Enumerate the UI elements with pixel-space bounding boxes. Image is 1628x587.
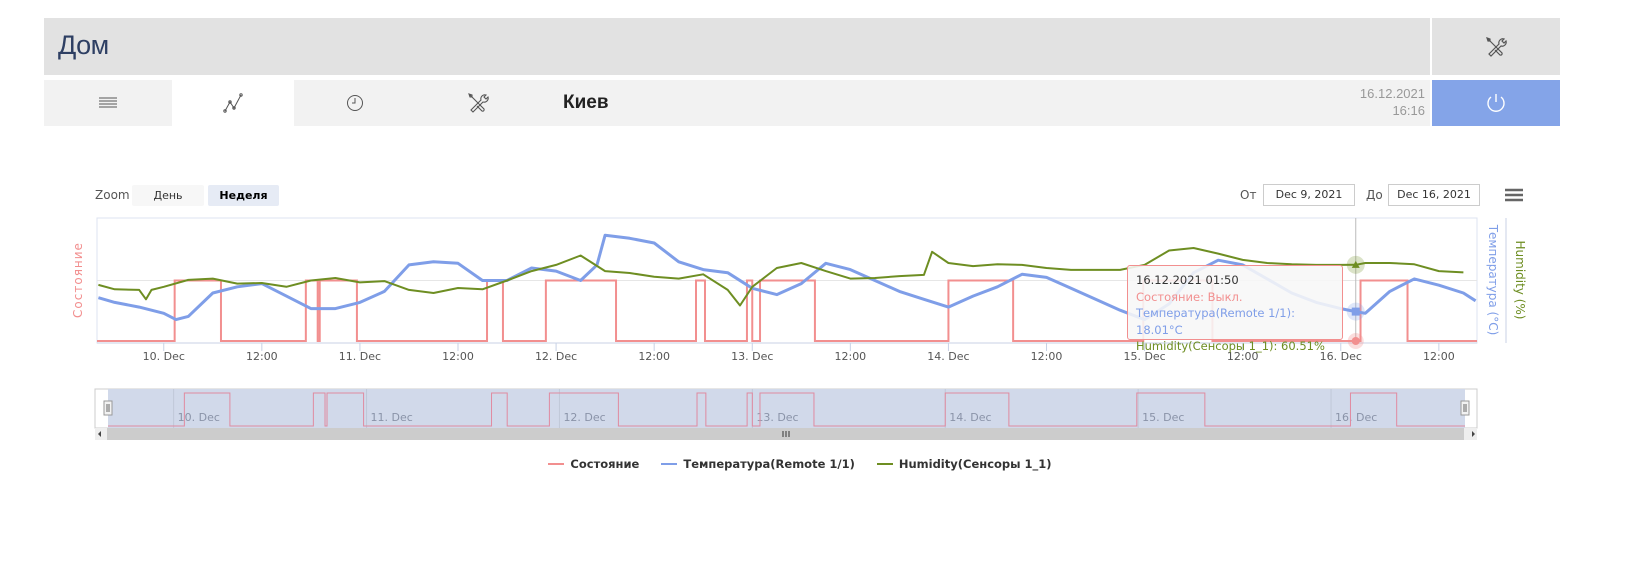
list-icon xyxy=(99,97,117,108)
legend-label: Состояние xyxy=(570,457,640,471)
hamburger-icon xyxy=(1505,188,1523,202)
clock-icon xyxy=(347,95,363,111)
tooltip-time: 16.12.2021 01:50 xyxy=(1136,273,1239,287)
to-label: До xyxy=(1366,188,1383,202)
grip-icon xyxy=(106,404,110,412)
tab-settings[interactable] xyxy=(416,80,540,126)
legend-label: Температура(Remote 1/1) xyxy=(683,457,855,471)
navigator-tick-label: 14. Dec xyxy=(949,411,991,424)
navigator-tick-label: 16. Dec xyxy=(1335,411,1377,424)
tooltip-state: Состояние: Выкл. xyxy=(1136,289,1243,304)
scroll-right-icon[interactable] xyxy=(1472,431,1475,437)
temperature-axis-title: Температура (°C) xyxy=(1486,224,1500,336)
navigator-tick-label: 12. Dec xyxy=(563,411,605,424)
x-tick-label: 12:00 xyxy=(1423,350,1455,363)
legend-item-temperature[interactable]: Температура(Remote 1/1) xyxy=(661,457,855,471)
page-title: Дом xyxy=(58,30,109,60)
x-tick-label: 16. Dec xyxy=(1320,350,1362,363)
power-icon xyxy=(1487,94,1505,112)
x-tick-label: 15. Dec xyxy=(1123,350,1165,363)
x-tick-label: 12:00 xyxy=(442,350,474,363)
power-button[interactable] xyxy=(1432,80,1560,126)
navigator-state-line xyxy=(108,392,1465,427)
grip-icon xyxy=(1463,404,1467,412)
state-marker xyxy=(1351,337,1360,345)
x-tick-label: 12:00 xyxy=(1031,350,1063,363)
humidity-marker xyxy=(1351,260,1360,268)
tooltip-temperature: Температура(Remote 1/1): 18.01°C xyxy=(1136,306,1295,337)
navigator-selected-range xyxy=(108,389,1465,428)
x-tick-label: 14. Dec xyxy=(927,350,969,363)
tooltip-humidity: Humidity(Сенсоры 1_1): 60.51% xyxy=(1136,339,1325,353)
header-bar: Дом xyxy=(44,18,1430,75)
chart-legend: Состояние Температура(Remote 1/1) Humidi… xyxy=(0,457,1600,471)
state-axis-title: Состояние xyxy=(71,242,85,318)
x-tick-label: 12:00 xyxy=(246,350,278,363)
scroll-left-icon[interactable] xyxy=(98,431,101,437)
nav-bar: Киев 16.12.2021 16:16 xyxy=(44,80,1430,126)
from-label: От xyxy=(1240,188,1257,202)
legend-item-state[interactable]: Состояние xyxy=(548,457,639,471)
current-time: 16:16 xyxy=(1392,103,1425,118)
navigator-handle-left[interactable] xyxy=(103,400,113,416)
tab-schedule[interactable] xyxy=(294,80,416,126)
humidity-axis-title: Humidity (%) xyxy=(1513,241,1527,320)
from-date-input[interactable] xyxy=(1263,184,1355,206)
chart-menu-button[interactable] xyxy=(1505,187,1523,206)
legend-swatch xyxy=(876,463,893,465)
tab-list[interactable] xyxy=(44,80,172,126)
navigator-handle-right[interactable] xyxy=(1460,400,1470,416)
x-tick-label: 12:00 xyxy=(638,350,670,363)
x-tick-label: 12:00 xyxy=(1227,350,1259,363)
navigator-tick-label: 13. Dec xyxy=(756,411,798,424)
navigator-tick-label: 11. Dec xyxy=(371,411,413,424)
navigator-tick-label: 10. Dec xyxy=(178,411,220,424)
city-label: Киев xyxy=(563,92,609,113)
x-tick-label: 11. Dec xyxy=(339,350,381,363)
legend-swatch xyxy=(548,463,565,465)
tab-chart[interactable] xyxy=(172,80,294,126)
legend-label: Humidity(Сенсоры 1_1) xyxy=(898,457,1052,471)
tools-icon xyxy=(1486,36,1507,57)
grip-icon xyxy=(782,431,790,437)
x-tick-label: 12:00 xyxy=(834,350,866,363)
datetime: 16.12.2021 16:16 xyxy=(1360,85,1425,119)
navigator-tick-label: 15. Dec xyxy=(1142,411,1184,424)
current-date: 16.12.2021 xyxy=(1359,86,1425,101)
chart-line-icon xyxy=(223,93,243,113)
zoom-day-button[interactable]: День xyxy=(132,185,204,206)
zoom-week-button[interactable]: Неделя xyxy=(208,185,279,206)
chart-tooltip: 16.12.2021 01:50 Состояние: Выкл. Темпер… xyxy=(1127,265,1343,353)
zoom-label: Zoom xyxy=(95,188,130,202)
temperature-marker xyxy=(1351,307,1360,316)
header-settings-button[interactable] xyxy=(1432,18,1560,75)
to-date-input[interactable] xyxy=(1388,184,1480,206)
humidity-series-line xyxy=(98,247,1464,307)
x-tick-label: 10. Dec xyxy=(143,350,185,363)
legend-swatch xyxy=(661,463,678,465)
legend-item-humidity[interactable]: Humidity(Сенсоры 1_1) xyxy=(876,457,1052,471)
tools-icon xyxy=(468,93,489,113)
x-tick-label: 13. Dec xyxy=(731,350,773,363)
x-tick-label: 12. Dec xyxy=(535,350,577,363)
